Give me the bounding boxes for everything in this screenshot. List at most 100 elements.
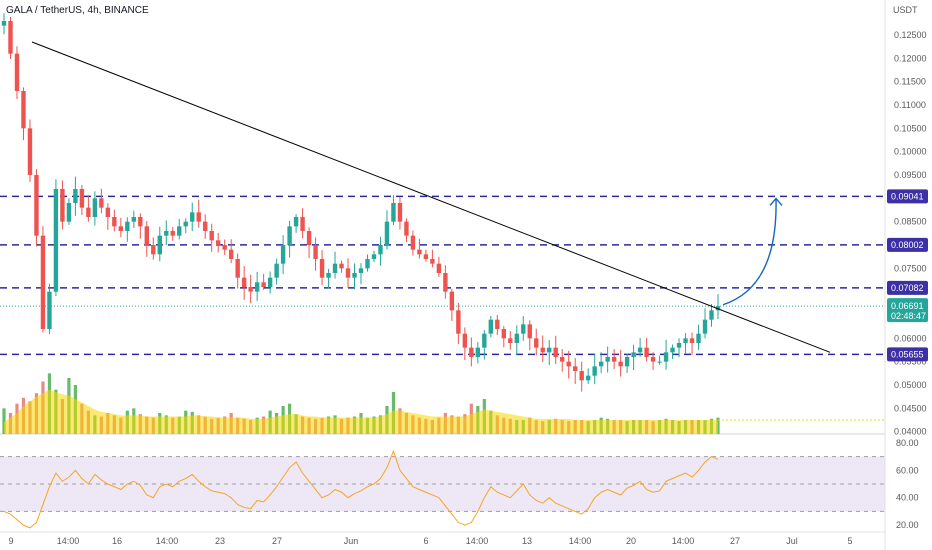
- candle-body: [352, 273, 357, 278]
- level-label-text: 0.09041: [891, 191, 924, 201]
- candle-body: [365, 259, 370, 269]
- candle-body: [326, 273, 331, 278]
- candle-body: [1, 21, 7, 26]
- candle-body: [371, 254, 377, 259]
- candle-body: [339, 263, 344, 269]
- candle-body: [579, 371, 584, 381]
- price-tick-label: 0.11000: [894, 100, 926, 110]
- candle-body: [53, 189, 59, 292]
- candle-body: [534, 338, 539, 348]
- candle-body: [689, 338, 695, 343]
- candle-body: [27, 128, 33, 175]
- price-tick-label: 0.04500: [894, 403, 927, 413]
- candle-body: [670, 347, 675, 353]
- time-tick-label: 14:00: [156, 536, 179, 546]
- time-tick-label: Jul: [786, 536, 798, 546]
- candle-body: [241, 277, 247, 287]
- candle-body: [618, 361, 623, 367]
- candle-body: [248, 287, 253, 292]
- candle-countdown: 02:48:47: [891, 311, 926, 321]
- price-tick-label: 0.05500: [894, 357, 927, 367]
- candle-body: [709, 310, 714, 320]
- time-tick-label: 16: [112, 536, 122, 546]
- candle-body: [605, 357, 610, 362]
- descending-trendline[interactable]: [31, 41, 831, 353]
- candle-body: [287, 226, 292, 245]
- candle-body: [40, 235, 46, 329]
- currency-label: USDT: [893, 5, 918, 15]
- candle-body: [702, 319, 708, 334]
- candle-body: [527, 324, 532, 339]
- time-tick-label: 27: [272, 536, 282, 546]
- candle-body: [696, 333, 701, 343]
- candle-body: [170, 231, 175, 236]
- candle-body: [151, 245, 156, 255]
- rsi-tick-label: 40.00: [896, 493, 919, 503]
- candle-body: [573, 366, 578, 371]
- candle-body: [183, 221, 188, 227]
- level-label-badge: [887, 237, 928, 252]
- rsi-tick-label: 60.00: [896, 465, 919, 475]
- candle-body: [715, 306, 721, 311]
- time-tick-label: 14:00: [57, 536, 80, 546]
- price-tick-label: 0.06000: [894, 333, 927, 343]
- candle-body: [254, 282, 260, 292]
- candle-body: [592, 366, 597, 376]
- level-label-badge: [887, 189, 928, 204]
- volume-average-area: [4, 389, 718, 434]
- candle-body: [8, 21, 13, 54]
- candle-body: [436, 263, 442, 273]
- price-tick-label: 0.10500: [894, 123, 927, 133]
- candle-body: [462, 333, 468, 348]
- candle-body: [105, 207, 111, 217]
- candle-body: [118, 226, 124, 231]
- price-tick-label: 0.12500: [894, 30, 927, 40]
- candle-body: [190, 212, 195, 222]
- time-tick-label: 14:00: [672, 536, 695, 546]
- candle-body: [345, 268, 351, 278]
- candle-body: [488, 319, 494, 334]
- candle-body: [501, 329, 506, 339]
- level-label-text: 0.07082: [891, 283, 924, 293]
- candle-body: [475, 347, 481, 357]
- candle-body: [521, 324, 526, 334]
- candle-body: [92, 198, 98, 217]
- candle-body: [566, 361, 571, 367]
- candle-body: [644, 347, 649, 357]
- candle-body: [47, 291, 52, 329]
- price-tick-label: 0.07500: [894, 263, 927, 273]
- time-axis-ticks: 9 14:00 16 14:00 23 27 Jun 6 14:00 13 14:00 20 14:00…: [8, 536, 852, 546]
- price-tick-label: 0.09500: [894, 170, 927, 180]
- candle-body: [300, 217, 305, 231]
- current-price-badge: [887, 298, 928, 323]
- candle-body: [209, 231, 214, 241]
- candle-body: [66, 203, 72, 222]
- candle-body: [144, 226, 149, 245]
- time-tick-label: 6: [423, 536, 428, 546]
- candle-body: [21, 91, 26, 129]
- candle-body: [482, 333, 487, 348]
- candle-body: [306, 231, 312, 245]
- candle-body: [637, 347, 643, 353]
- candle-body: [280, 245, 286, 264]
- candle-body: [508, 338, 513, 343]
- projection-arrow[interactable]: [722, 198, 777, 306]
- candle-body: [540, 347, 545, 353]
- candle-body: [560, 357, 565, 362]
- candle-body: [216, 240, 221, 245]
- candle-body: [313, 245, 318, 259]
- rsi-guides: [0, 456, 885, 512]
- candle-body: [86, 207, 91, 217]
- price-tick-label: 0.10000: [894, 147, 927, 157]
- candle-body: [650, 357, 656, 362]
- candle-body: [553, 347, 558, 357]
- candle-body: [663, 352, 669, 362]
- level-label-text: 0.05655: [891, 349, 924, 359]
- candle-body: [657, 361, 662, 363]
- candle-body: [631, 352, 636, 357]
- price-tick-label: 0.08500: [894, 217, 927, 227]
- level-label-text: 0.08002: [891, 240, 924, 250]
- price-axis-ticks: 0.12500 0.12000 0.11500 0.11000 0.10500 0.100…: [894, 30, 927, 437]
- candle-body: [443, 273, 448, 292]
